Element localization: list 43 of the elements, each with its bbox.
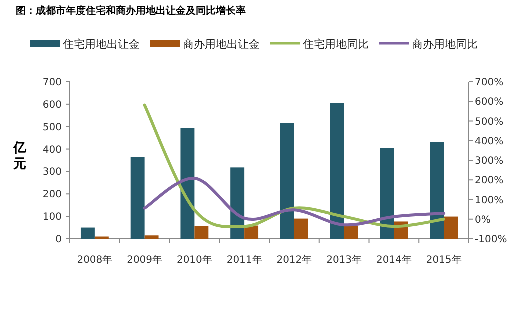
bar: [294, 218, 308, 239]
y2-tick-label: 500%: [475, 116, 504, 128]
y2-tick-label: -100%: [475, 234, 508, 246]
y-tick-label: 100: [42, 212, 62, 224]
legend-label: 商办用地同比: [412, 38, 478, 51]
y2-tick-label: 400%: [475, 136, 504, 148]
x-tick-label: 2010年: [176, 254, 212, 266]
x-tick-label: 2012年: [276, 254, 312, 266]
x-tick-label: 2014年: [376, 254, 412, 266]
y-axis-title: 亿元: [12, 141, 28, 172]
bar: [444, 216, 458, 239]
y-tick-label: 600: [42, 100, 62, 111]
y-tick-label: 400: [42, 144, 62, 156]
y2-tick-label: 0%: [475, 214, 491, 226]
y2-tick-label: 100%: [475, 195, 504, 206]
y-tick-label: 700: [42, 78, 62, 88]
bar: [330, 103, 344, 239]
bar: [194, 226, 209, 239]
bar: [180, 128, 195, 239]
bar: [344, 226, 358, 239]
y2-tick-label: 200%: [475, 176, 504, 187]
y2-tick-label: 700%: [475, 78, 504, 88]
x-tick-label: 2013年: [326, 254, 362, 266]
x-tick-label: 2011年: [226, 254, 262, 266]
x-tick-label: 2009年: [127, 254, 163, 266]
x-tick-label: 2008年: [77, 254, 113, 266]
bar: [80, 228, 95, 239]
legend-label: 住宅用地出让金: [63, 38, 140, 51]
y2-tick-label: 300%: [475, 156, 504, 167]
y-tick-label: 200: [42, 190, 62, 201]
x-tick-label: 2015年: [426, 254, 462, 266]
bar: [430, 142, 444, 239]
chart-title: 图：成都市年度住宅和商办用地出让金及同比增长率: [16, 5, 246, 17]
bar: [144, 236, 159, 239]
legend-label: 住宅用地同比: [303, 38, 369, 51]
y2-tick-label: 600%: [475, 97, 504, 108]
y-tick-label: 300: [42, 167, 62, 178]
legend-label: 商办用地出让金: [183, 38, 260, 51]
bar: [380, 148, 394, 239]
y-tick-label: 0: [56, 234, 62, 246]
bar: [130, 157, 145, 239]
bar: [280, 123, 294, 239]
y-tick-label: 500: [42, 122, 62, 134]
